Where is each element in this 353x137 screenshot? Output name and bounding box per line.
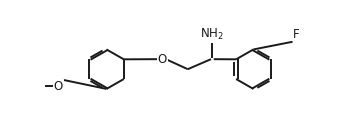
Text: F: F [293,28,299,41]
Text: NH$_2$: NH$_2$ [201,27,224,42]
Text: O: O [54,80,63,93]
Text: O: O [158,53,167,66]
